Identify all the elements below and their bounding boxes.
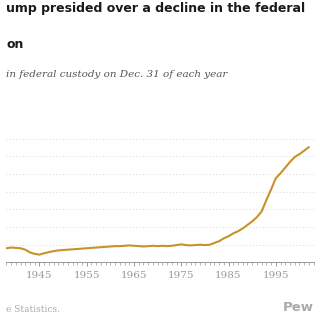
Text: ump presided over a decline in the federal: ump presided over a decline in the feder… [6, 2, 306, 15]
Text: e Statistics.: e Statistics. [6, 305, 60, 314]
Text: in federal custody on Dec. 31 of each year: in federal custody on Dec. 31 of each ye… [6, 70, 228, 79]
Text: on: on [6, 38, 24, 52]
Text: Pew: Pew [283, 300, 314, 314]
